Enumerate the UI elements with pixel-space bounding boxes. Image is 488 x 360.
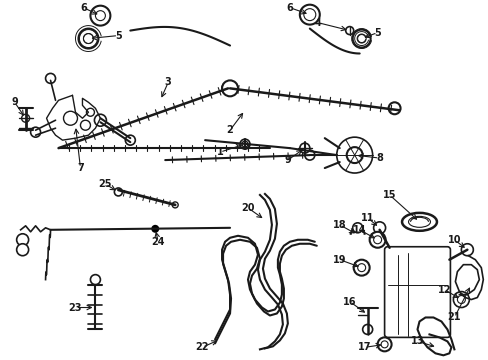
- Text: 16: 16: [342, 297, 356, 306]
- Circle shape: [304, 150, 314, 160]
- Circle shape: [90, 6, 110, 26]
- Text: 24: 24: [151, 237, 164, 247]
- Text: 6: 6: [286, 3, 293, 13]
- Circle shape: [31, 127, 41, 137]
- Circle shape: [81, 120, 90, 130]
- Circle shape: [94, 114, 106, 126]
- Text: 6: 6: [80, 3, 87, 13]
- Circle shape: [172, 202, 178, 208]
- Text: 9: 9: [11, 97, 18, 107]
- Circle shape: [17, 234, 29, 246]
- Text: 8: 8: [375, 153, 382, 163]
- Circle shape: [452, 292, 468, 307]
- Text: 13: 13: [410, 336, 424, 346]
- Circle shape: [222, 82, 234, 94]
- Ellipse shape: [373, 236, 381, 244]
- Circle shape: [352, 223, 362, 233]
- Circle shape: [222, 80, 238, 96]
- Text: 10: 10: [447, 235, 460, 245]
- Circle shape: [45, 73, 56, 84]
- Text: 7: 7: [77, 163, 83, 173]
- Circle shape: [346, 147, 362, 163]
- Text: 11: 11: [360, 213, 374, 223]
- Circle shape: [86, 108, 94, 116]
- Circle shape: [353, 260, 369, 276]
- Circle shape: [151, 225, 159, 233]
- Circle shape: [21, 114, 30, 122]
- Ellipse shape: [356, 34, 366, 43]
- Circle shape: [240, 139, 249, 149]
- Ellipse shape: [352, 30, 370, 48]
- Ellipse shape: [401, 213, 436, 231]
- FancyBboxPatch shape: [384, 247, 449, 337]
- Text: 5: 5: [115, 31, 122, 41]
- Circle shape: [125, 135, 135, 145]
- Circle shape: [456, 296, 465, 303]
- Ellipse shape: [369, 232, 385, 248]
- Text: 25: 25: [99, 179, 112, 189]
- Circle shape: [90, 275, 100, 285]
- Text: 21: 21: [447, 312, 460, 323]
- Circle shape: [362, 324, 372, 334]
- Text: 5: 5: [373, 28, 380, 37]
- Text: 22: 22: [195, 342, 208, 352]
- Circle shape: [345, 27, 353, 35]
- Circle shape: [303, 9, 315, 21]
- Text: 20: 20: [241, 203, 254, 213]
- Circle shape: [336, 137, 372, 173]
- Text: 4: 4: [314, 18, 321, 28]
- Text: 2: 2: [226, 125, 233, 135]
- Ellipse shape: [407, 216, 429, 227]
- Circle shape: [299, 143, 309, 153]
- Text: 12: 12: [437, 284, 450, 294]
- Text: 19: 19: [332, 255, 346, 265]
- Text: 3: 3: [164, 77, 171, 87]
- Text: 1: 1: [216, 147, 223, 157]
- Text: 14: 14: [352, 225, 366, 235]
- Text: 17: 17: [357, 342, 371, 352]
- Ellipse shape: [83, 33, 93, 44]
- Circle shape: [17, 244, 29, 256]
- Circle shape: [373, 222, 385, 234]
- Circle shape: [114, 188, 122, 196]
- Text: 9: 9: [284, 155, 291, 165]
- Text: 15: 15: [382, 190, 396, 200]
- Circle shape: [299, 5, 319, 24]
- Circle shape: [63, 111, 77, 125]
- Ellipse shape: [78, 28, 98, 49]
- Text: 18: 18: [332, 220, 346, 230]
- Ellipse shape: [380, 341, 387, 348]
- Ellipse shape: [377, 337, 391, 351]
- Circle shape: [388, 102, 400, 114]
- Text: 23: 23: [69, 302, 82, 312]
- Circle shape: [95, 11, 105, 21]
- Circle shape: [242, 141, 247, 147]
- Circle shape: [357, 264, 365, 272]
